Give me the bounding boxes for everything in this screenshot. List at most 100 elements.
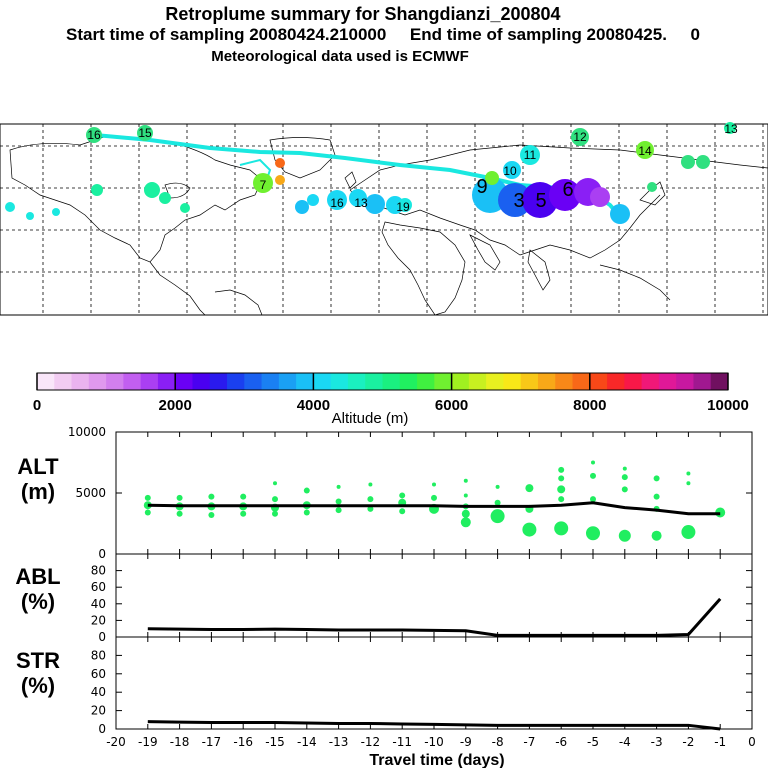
map-day-label: 16 xyxy=(330,196,344,210)
alt-mean-line xyxy=(147,501,721,516)
alt-point xyxy=(681,525,696,540)
y-tick-label: 80 xyxy=(91,564,106,578)
plume-circle xyxy=(590,187,610,207)
colorbar-cell xyxy=(37,373,55,390)
x-axis: -20 -19 -18 -17 -16 -15 -14 -13 -12 -11 -10 -9 -8 -7-… xyxy=(106,735,756,749)
alt-point xyxy=(460,517,471,528)
plume-circle xyxy=(307,194,319,206)
alt-point xyxy=(495,484,500,489)
panel-unit: (%) xyxy=(21,673,55,698)
plume-circle xyxy=(636,141,654,159)
y-tick-label: 40 xyxy=(91,597,106,611)
y-tick-label: 60 xyxy=(91,667,106,681)
alt-point xyxy=(590,496,596,503)
plume-circle xyxy=(485,171,499,185)
x-tick-label: -2 xyxy=(682,735,694,749)
colorbar-cell xyxy=(520,373,539,390)
plume-circle xyxy=(696,155,710,169)
colorbar-cell xyxy=(88,373,107,390)
x-tick-label: -1 xyxy=(714,735,726,749)
colorbar-tick-label: 8000 xyxy=(573,397,606,414)
plume-circle xyxy=(498,183,532,217)
colorbar-cell xyxy=(175,373,193,390)
x-tick-label: -4 xyxy=(619,735,631,749)
alt-point xyxy=(399,492,406,499)
colorbar-tick-label: 2000 xyxy=(159,397,192,414)
abl-panel: 80 60 40 20 0 ABL(%) xyxy=(15,553,753,644)
x-tick-label: 0 xyxy=(748,735,756,749)
colorbar-cell xyxy=(693,373,712,390)
map-day-label: 9 xyxy=(476,176,487,198)
colorbar-cell xyxy=(54,373,73,390)
plume-circle xyxy=(549,179,581,211)
str-series-line xyxy=(147,720,721,731)
alt-point xyxy=(618,529,631,542)
colorbar-cell xyxy=(624,373,643,390)
alt-point xyxy=(686,481,691,486)
colorbar-cell xyxy=(192,373,211,390)
alt-point xyxy=(621,474,628,481)
map-day-label: 12 xyxy=(573,130,587,144)
plume-circle xyxy=(295,200,309,214)
map-day-label: 5 xyxy=(535,190,546,212)
map-day-label: 11 xyxy=(524,148,537,162)
plume-circle xyxy=(365,194,385,214)
x-tick-label: -3 xyxy=(651,735,663,749)
plume-circle xyxy=(610,204,630,224)
x-tick-label: -13 xyxy=(329,735,349,749)
panel-frame xyxy=(115,553,753,638)
plume-circle xyxy=(386,196,404,214)
alt-point xyxy=(490,509,505,524)
alt-point xyxy=(558,496,565,503)
plume-circle xyxy=(724,122,736,134)
colorbar-cell xyxy=(140,373,159,390)
y-tick-label: 5000 xyxy=(75,486,106,500)
colorbar-cell xyxy=(607,373,625,390)
map-day-label: 3 xyxy=(513,190,524,212)
colorbar-cell xyxy=(330,373,349,390)
alt-point xyxy=(335,507,342,514)
map-day-label: 13 xyxy=(724,122,738,136)
x-tick-label: -12 xyxy=(361,735,381,749)
x-tick-label: -5 xyxy=(587,735,599,749)
colorbar-cell xyxy=(157,373,176,390)
alt-point xyxy=(240,493,247,500)
plume-circle xyxy=(91,184,103,196)
alt-point xyxy=(558,466,565,473)
colorbar-tick-label: 10000 xyxy=(707,397,749,414)
colorbar-cell xyxy=(572,373,591,390)
alt-point xyxy=(144,494,151,501)
colorbar-cell xyxy=(468,373,487,390)
colorbar-cell xyxy=(434,373,453,390)
colorbar-tick-label: 6000 xyxy=(435,397,468,414)
plume-circle xyxy=(159,192,171,204)
retroplume-trajectory xyxy=(5,122,736,224)
alt-point xyxy=(336,484,341,489)
x-axis-label: Travel time (days) xyxy=(369,752,504,768)
alt-point xyxy=(558,475,565,482)
altitude-colorbar: 0 2000 4000 6000 8000 10000 Altitude (m) xyxy=(33,372,749,427)
panel-label: STR xyxy=(16,648,60,673)
colorbar-cell xyxy=(313,373,332,390)
colorbar-cell xyxy=(641,373,660,390)
colorbar-cell xyxy=(227,373,245,390)
colorbar-cell xyxy=(676,373,694,390)
alt-point xyxy=(557,485,566,494)
map-day-label: 10 xyxy=(503,164,517,178)
alt-point xyxy=(686,471,691,476)
colorbar-cell xyxy=(365,373,383,390)
colorbar-cell xyxy=(209,373,228,390)
map-day-labels: 16 15 12 14 13 7 9 3 5 6 10 11 16 13 19 xyxy=(87,122,738,214)
x-tick-label: -14 xyxy=(297,735,317,749)
colorbar-cell xyxy=(710,373,729,390)
x-tick-label: -16 xyxy=(233,735,253,749)
colorbar-tick-label: 4000 xyxy=(297,397,330,414)
alt-panel: 10000 5000 0 ALT(m) xyxy=(17,425,753,561)
plume-circle xyxy=(349,189,367,207)
alt-point xyxy=(463,478,468,483)
coastlines xyxy=(9,134,768,316)
alt-point xyxy=(463,493,468,498)
colorbar-cell xyxy=(382,373,401,390)
alt-point xyxy=(208,511,215,518)
